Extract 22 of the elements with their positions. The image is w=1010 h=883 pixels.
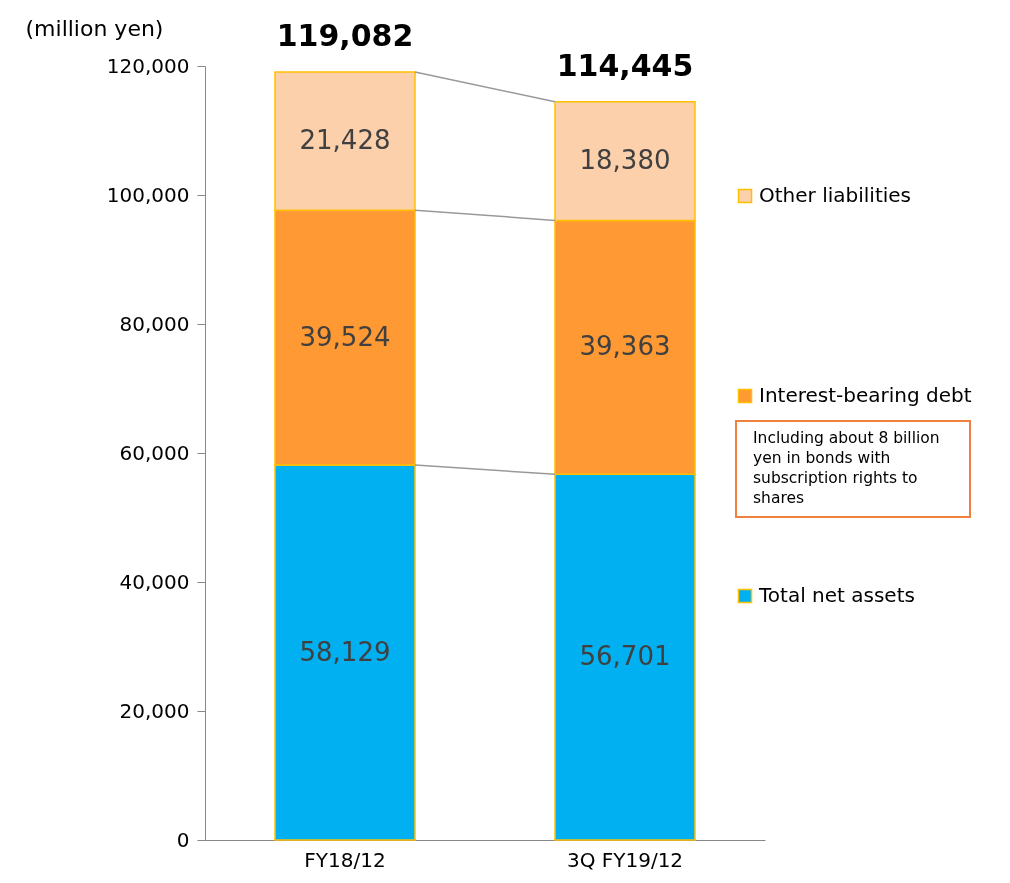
data-label: 56,701 <box>579 641 671 672</box>
y-tick-label: 40,000 <box>119 569 190 594</box>
legend-label: Other liabilities <box>759 183 912 207</box>
total-label: 114,445 <box>556 47 694 83</box>
x-tick-label: FY18/12 <box>304 847 386 872</box>
y-tick-label: 120,000 <box>106 53 190 78</box>
total-label: 119,082 <box>276 17 414 53</box>
y-tick-label: 0 <box>176 827 190 852</box>
y-tick-label: 80,000 <box>119 311 190 336</box>
legend-label: Interest-bearing debt <box>759 383 972 407</box>
data-label: 18,380 <box>579 145 671 176</box>
data-label: 21,428 <box>299 125 391 156</box>
data-label: 39,363 <box>579 331 671 362</box>
x-tick-label: 3Q FY19/12 <box>566 847 684 872</box>
y-tick-label: 20,000 <box>119 698 190 723</box>
data-label: 58,129 <box>299 636 391 667</box>
y-tick-label: 60,000 <box>119 440 190 465</box>
annotation: Including about 8 billion yen in bonds with subscription rights to shares <box>735 420 971 518</box>
data-label: 39,524 <box>299 321 391 352</box>
y-tick-label: 100,000 <box>106 182 190 207</box>
y-axis-title: (million yen) <box>25 15 164 41</box>
legend-label: Total net assets <box>758 583 915 607</box>
